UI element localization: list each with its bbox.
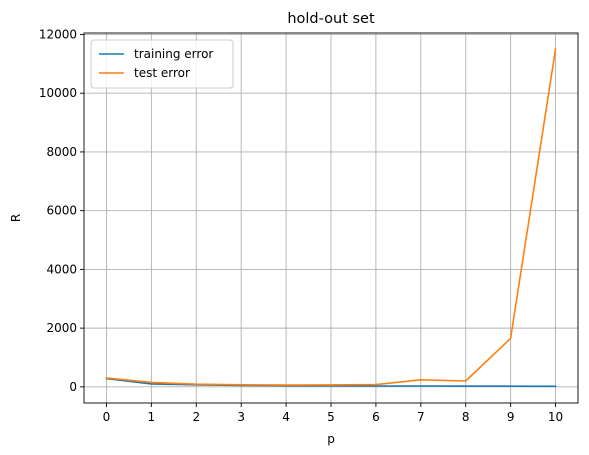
y-axis-label: R (9, 214, 23, 222)
x-tick-label: 7 (417, 410, 425, 424)
series-line-test-error (105, 48, 557, 386)
y-tick-label: 2000 (46, 321, 77, 335)
y-tick-label: 4000 (46, 262, 77, 276)
x-tick-label: 4 (282, 410, 290, 424)
x-tick-label: 0 (103, 410, 111, 424)
y-tick-label: 0 (69, 380, 77, 394)
legend-label: training error (134, 47, 213, 61)
x-tick-label: 1 (148, 410, 156, 424)
x-axis-label: p (327, 432, 335, 446)
legend: training error test error (90, 39, 234, 89)
y-tick-label: 8000 (46, 145, 77, 159)
y-tick-label: 10000 (39, 86, 77, 100)
x-axis: 0 1 2 3 4 5 6 7 8 9 10 (103, 403, 563, 424)
legend-label: test error (134, 66, 190, 80)
series-line-training-error (105, 377, 557, 388)
x-tick-label: 3 (237, 410, 245, 424)
y-tick-label: 6000 (46, 204, 77, 218)
legend-box (90, 39, 234, 89)
series-lines (105, 48, 557, 388)
x-tick-label: 5 (327, 410, 335, 424)
x-tick-label: 6 (372, 410, 380, 424)
x-tick-label: 2 (192, 410, 200, 424)
y-axis: 0 2000 4000 6000 8000 10000 12000 (39, 27, 84, 394)
chart-title: hold-out set (287, 11, 375, 27)
x-tick-label: 9 (507, 410, 515, 424)
grid-lines (84, 33, 578, 403)
y-tick-label: 12000 (39, 27, 77, 41)
x-tick-label: 10 (548, 410, 563, 424)
x-tick-label: 8 (462, 410, 470, 424)
